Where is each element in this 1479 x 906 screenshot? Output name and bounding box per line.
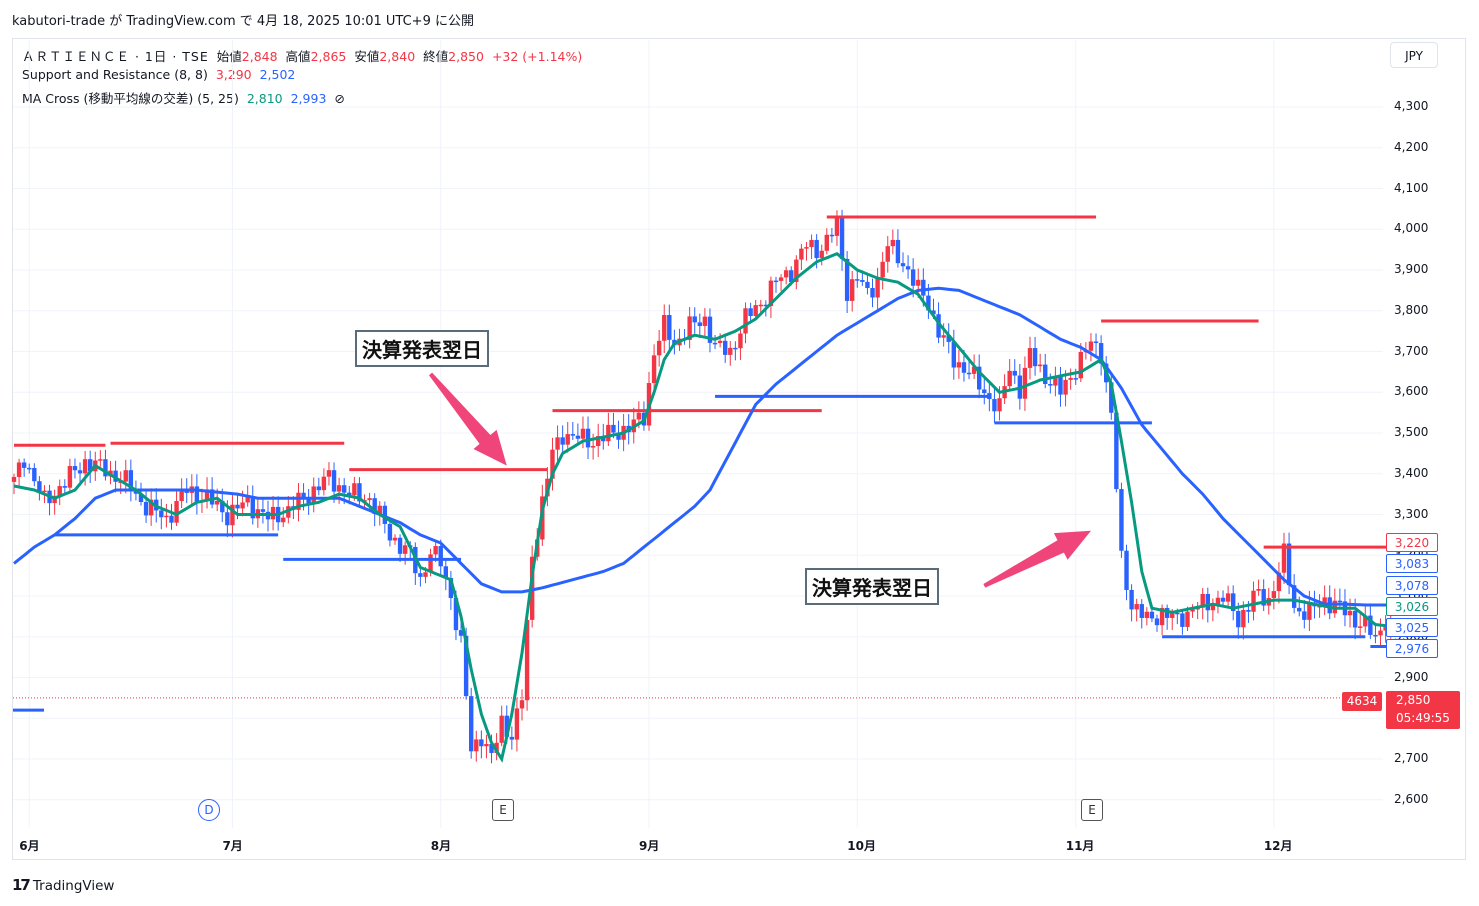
hidden-icon[interactable]: ⊘ bbox=[334, 91, 345, 106]
ma-slow-price-label: 3,078 bbox=[1386, 576, 1438, 595]
dividend-marker[interactable]: D bbox=[198, 799, 220, 821]
open-value: 2,848 bbox=[241, 49, 278, 64]
support-price-label-2: 3,025 bbox=[1386, 618, 1438, 637]
price-tick-label: 4,100 bbox=[1394, 180, 1429, 195]
sr-value-2: 2,502 bbox=[259, 67, 296, 82]
ma-value-2: 2,993 bbox=[290, 91, 327, 106]
annotation-earnings-1[interactable]: 決算発表翌日 bbox=[355, 330, 489, 367]
symbol-title[interactable]: ＡＲＴＩＥＮＣＥ · 1日 · TSE bbox=[22, 49, 209, 64]
time-tick-label: 7月 bbox=[222, 839, 243, 853]
time-tick-label: 12月 bbox=[1263, 839, 1293, 853]
price-tick-label: 4,200 bbox=[1394, 139, 1429, 154]
annotation-earnings-2[interactable]: 決算発表翌日 bbox=[805, 568, 939, 605]
close-label: 終値 bbox=[423, 49, 449, 64]
time-tick-label: 6月 bbox=[19, 839, 40, 853]
price-tick-label: 2,600 bbox=[1394, 791, 1429, 806]
brand-name: TradingView bbox=[32, 878, 115, 894]
time-tick-label: 9月 bbox=[639, 839, 660, 853]
price-tick-label: 3,900 bbox=[1394, 262, 1429, 276]
time-tick-label: 10月 bbox=[847, 839, 876, 853]
publish-info: kabutori-trade が TradingView.com で 4月 18… bbox=[12, 14, 474, 29]
ticker-badge: 4634 bbox=[1342, 692, 1382, 711]
last-price-label: 2,850 05:49:55 bbox=[1386, 691, 1460, 729]
bar-countdown: 05:49:55 bbox=[1396, 711, 1450, 725]
support-price-label-3: 2,976 bbox=[1386, 639, 1438, 658]
low-value: 2,840 bbox=[379, 49, 416, 64]
low-label: 安値 bbox=[354, 49, 380, 64]
sr-name: Support and Resistance (8, 8) bbox=[22, 67, 208, 82]
ma-value-1: 2,810 bbox=[246, 91, 283, 106]
price-tick-label: 3,400 bbox=[1394, 465, 1429, 480]
currency-button[interactable]: JPY bbox=[1390, 42, 1438, 68]
close-value: 2,850 bbox=[448, 49, 484, 64]
chart-frame[interactable] bbox=[12, 38, 1466, 860]
support-price-label: 3,083 bbox=[1386, 554, 1438, 573]
price-tick-label: 2,700 bbox=[1394, 751, 1429, 765]
tradingview-logo-icon: 17 bbox=[12, 876, 31, 894]
ma-legend[interactable]: MA Cross (移動平均線の交差) (5, 25) 2,810 2,993 … bbox=[22, 88, 349, 107]
price-tick-label: 4,300 bbox=[1394, 99, 1429, 113]
time-tick-label: 8月 bbox=[430, 839, 452, 853]
resistance-price-label: 3,220 bbox=[1386, 533, 1438, 552]
price-tick-label: 3,800 bbox=[1394, 302, 1429, 317]
sr-legend[interactable]: Support and Resistance (8, 8) 3,290 2,50… bbox=[22, 67, 299, 82]
open-label: 始値 bbox=[216, 49, 242, 64]
price-tick-label: 4,000 bbox=[1394, 221, 1429, 236]
price-tick-label: 3,700 bbox=[1394, 343, 1429, 358]
price-tick-label: 3,600 bbox=[1394, 384, 1429, 399]
earnings-marker-2[interactable]: E bbox=[1081, 799, 1103, 821]
ma-fast-price-label: 3,026 bbox=[1386, 597, 1438, 616]
price-tick-label: 3,500 bbox=[1394, 425, 1429, 439]
last-price-value: 2,850 bbox=[1396, 693, 1431, 707]
ma-name: MA Cross (移動平均線の交差) (5, 25) bbox=[22, 91, 239, 106]
symbol-legend: ＡＲＴＩＥＮＣＥ · 1日 · TSE 始値2,848 高値2,865 安値2,… bbox=[22, 46, 586, 65]
high-label: 高値 bbox=[285, 49, 311, 64]
sr-value-1: 3,290 bbox=[215, 67, 252, 82]
earnings-marker-1[interactable]: E bbox=[492, 799, 514, 821]
footer-brand[interactable]: 17 TradingView bbox=[12, 876, 114, 894]
price-tick-label: 2,900 bbox=[1394, 669, 1429, 684]
price-tick-label: 3,300 bbox=[1394, 506, 1429, 521]
high-value: 2,865 bbox=[310, 49, 347, 64]
change-value: +32 (+1.14%) bbox=[491, 49, 583, 64]
time-tick-label: 11月 bbox=[1065, 839, 1095, 853]
